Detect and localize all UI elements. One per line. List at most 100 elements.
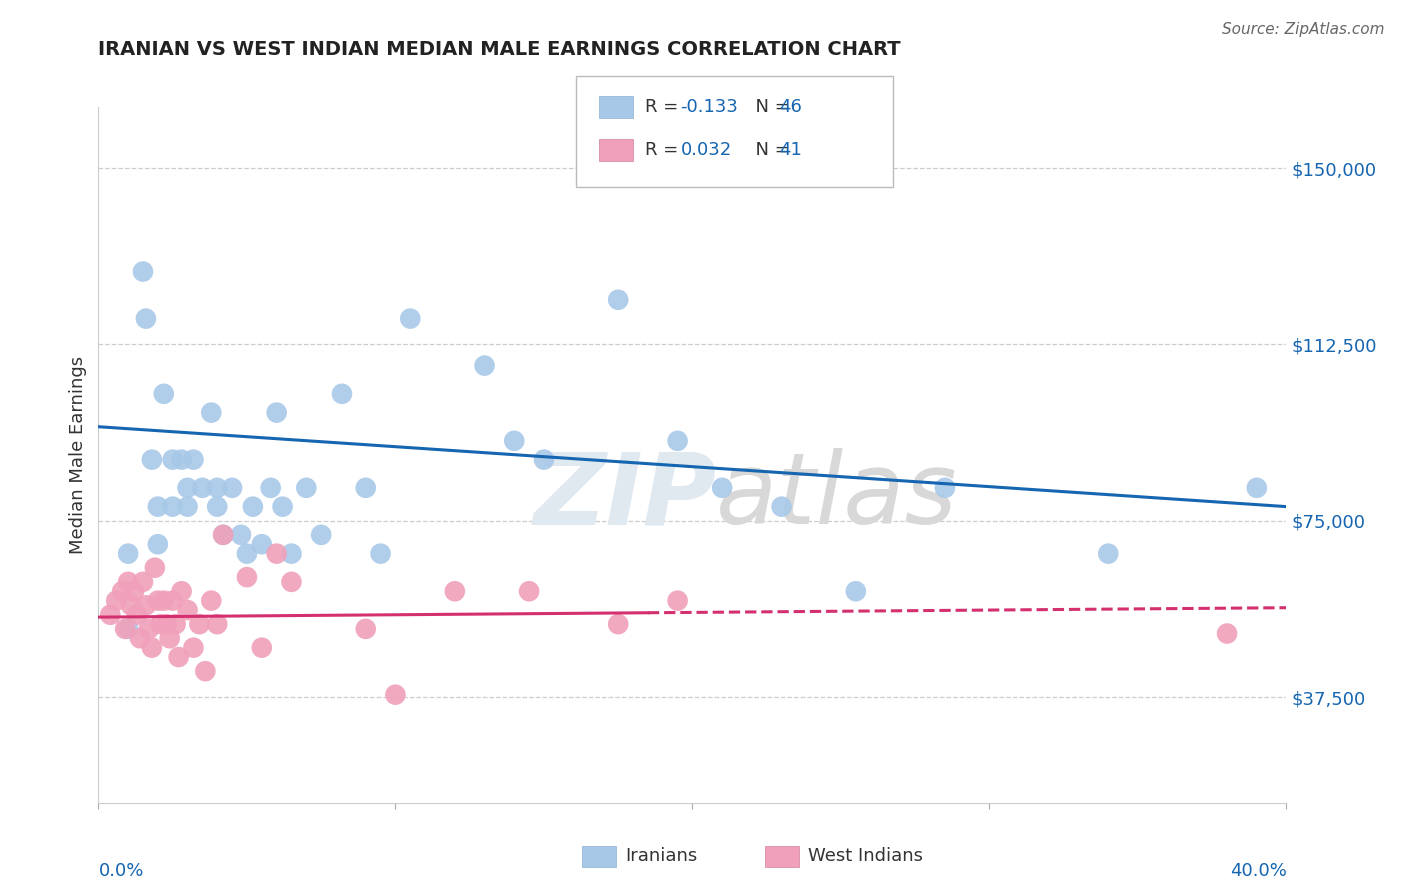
Point [162, 500, 184, 514]
Point [135, 311, 157, 326]
Point [152, 386, 174, 401]
Point [250, 537, 273, 551]
Point [503, 434, 526, 448]
Text: R =: R = [645, 98, 685, 116]
Point [212, 528, 235, 542]
Point [666, 434, 689, 448]
Point [114, 622, 136, 636]
Point [191, 481, 214, 495]
Point [149, 617, 172, 632]
Point [156, 617, 179, 632]
Text: 40.0%: 40.0% [1230, 862, 1286, 880]
Point [125, 607, 148, 622]
Point [122, 584, 145, 599]
Text: 41: 41 [779, 141, 801, 159]
Point [443, 584, 465, 599]
Point [146, 593, 169, 607]
Text: Source: ZipAtlas.com: Source: ZipAtlas.com [1222, 22, 1385, 37]
Point [165, 617, 187, 632]
Point [132, 264, 155, 278]
Point [607, 617, 630, 632]
Point [129, 632, 152, 646]
Text: N =: N = [744, 98, 796, 116]
Point [176, 481, 198, 495]
Point [152, 593, 174, 607]
Point [120, 599, 142, 613]
Point [141, 640, 163, 655]
Point [159, 632, 181, 646]
Point [111, 584, 134, 599]
Text: 0.0%: 0.0% [98, 862, 143, 880]
Point [236, 547, 259, 561]
Point [1246, 481, 1268, 495]
Point [105, 593, 128, 607]
Point [370, 547, 392, 561]
Point [1216, 626, 1239, 640]
Text: West Indians: West Indians [808, 847, 924, 865]
Point [162, 593, 184, 607]
Point [260, 481, 283, 495]
Y-axis label: Median Male Earnings: Median Male Earnings [69, 356, 87, 554]
Point [236, 570, 259, 584]
Point [934, 481, 956, 495]
Point [607, 293, 630, 307]
Point [280, 574, 302, 589]
Point [170, 452, 193, 467]
Text: 0.032: 0.032 [681, 141, 731, 159]
Text: -0.133: -0.133 [681, 98, 738, 116]
Point [578, 152, 600, 166]
Point [266, 406, 288, 420]
Text: N =: N = [744, 141, 796, 159]
Point [117, 574, 139, 589]
Point [711, 481, 734, 495]
Point [229, 528, 252, 542]
Point [354, 481, 377, 495]
Point [474, 359, 496, 373]
Point [533, 452, 555, 467]
Point [205, 617, 228, 632]
Point [242, 500, 264, 514]
Point [132, 574, 155, 589]
Point [183, 640, 205, 655]
Point [354, 622, 377, 636]
Text: ZIP: ZIP [533, 448, 716, 545]
Point [845, 584, 868, 599]
Point [98, 607, 121, 622]
Text: R =: R = [645, 141, 685, 159]
Point [1097, 547, 1119, 561]
Point [146, 537, 169, 551]
Point [170, 584, 193, 599]
Point [309, 528, 332, 542]
Point [271, 500, 294, 514]
Point [250, 640, 273, 655]
Point [176, 500, 198, 514]
Point [143, 560, 166, 574]
Point [205, 481, 228, 495]
Point [205, 500, 228, 514]
Point [188, 617, 211, 632]
Point [117, 547, 139, 561]
Point [384, 688, 406, 702]
Point [221, 481, 243, 495]
Point [266, 547, 288, 561]
Text: atlas: atlas [716, 448, 957, 545]
Point [146, 500, 169, 514]
Point [517, 584, 540, 599]
Point [330, 386, 353, 401]
Text: IRANIAN VS WEST INDIAN MEDIAN MALE EARNINGS CORRELATION CHART: IRANIAN VS WEST INDIAN MEDIAN MALE EARNI… [98, 40, 901, 59]
Point [138, 622, 160, 636]
Point [200, 593, 222, 607]
Point [295, 481, 318, 495]
Text: 46: 46 [779, 98, 801, 116]
Point [167, 650, 190, 665]
Point [194, 664, 217, 678]
Point [141, 452, 163, 467]
Point [280, 547, 302, 561]
Point [176, 603, 198, 617]
Point [399, 311, 422, 326]
Point [212, 528, 235, 542]
Point [135, 599, 157, 613]
Point [183, 452, 205, 467]
Text: Iranians: Iranians [626, 847, 697, 865]
Point [666, 593, 689, 607]
